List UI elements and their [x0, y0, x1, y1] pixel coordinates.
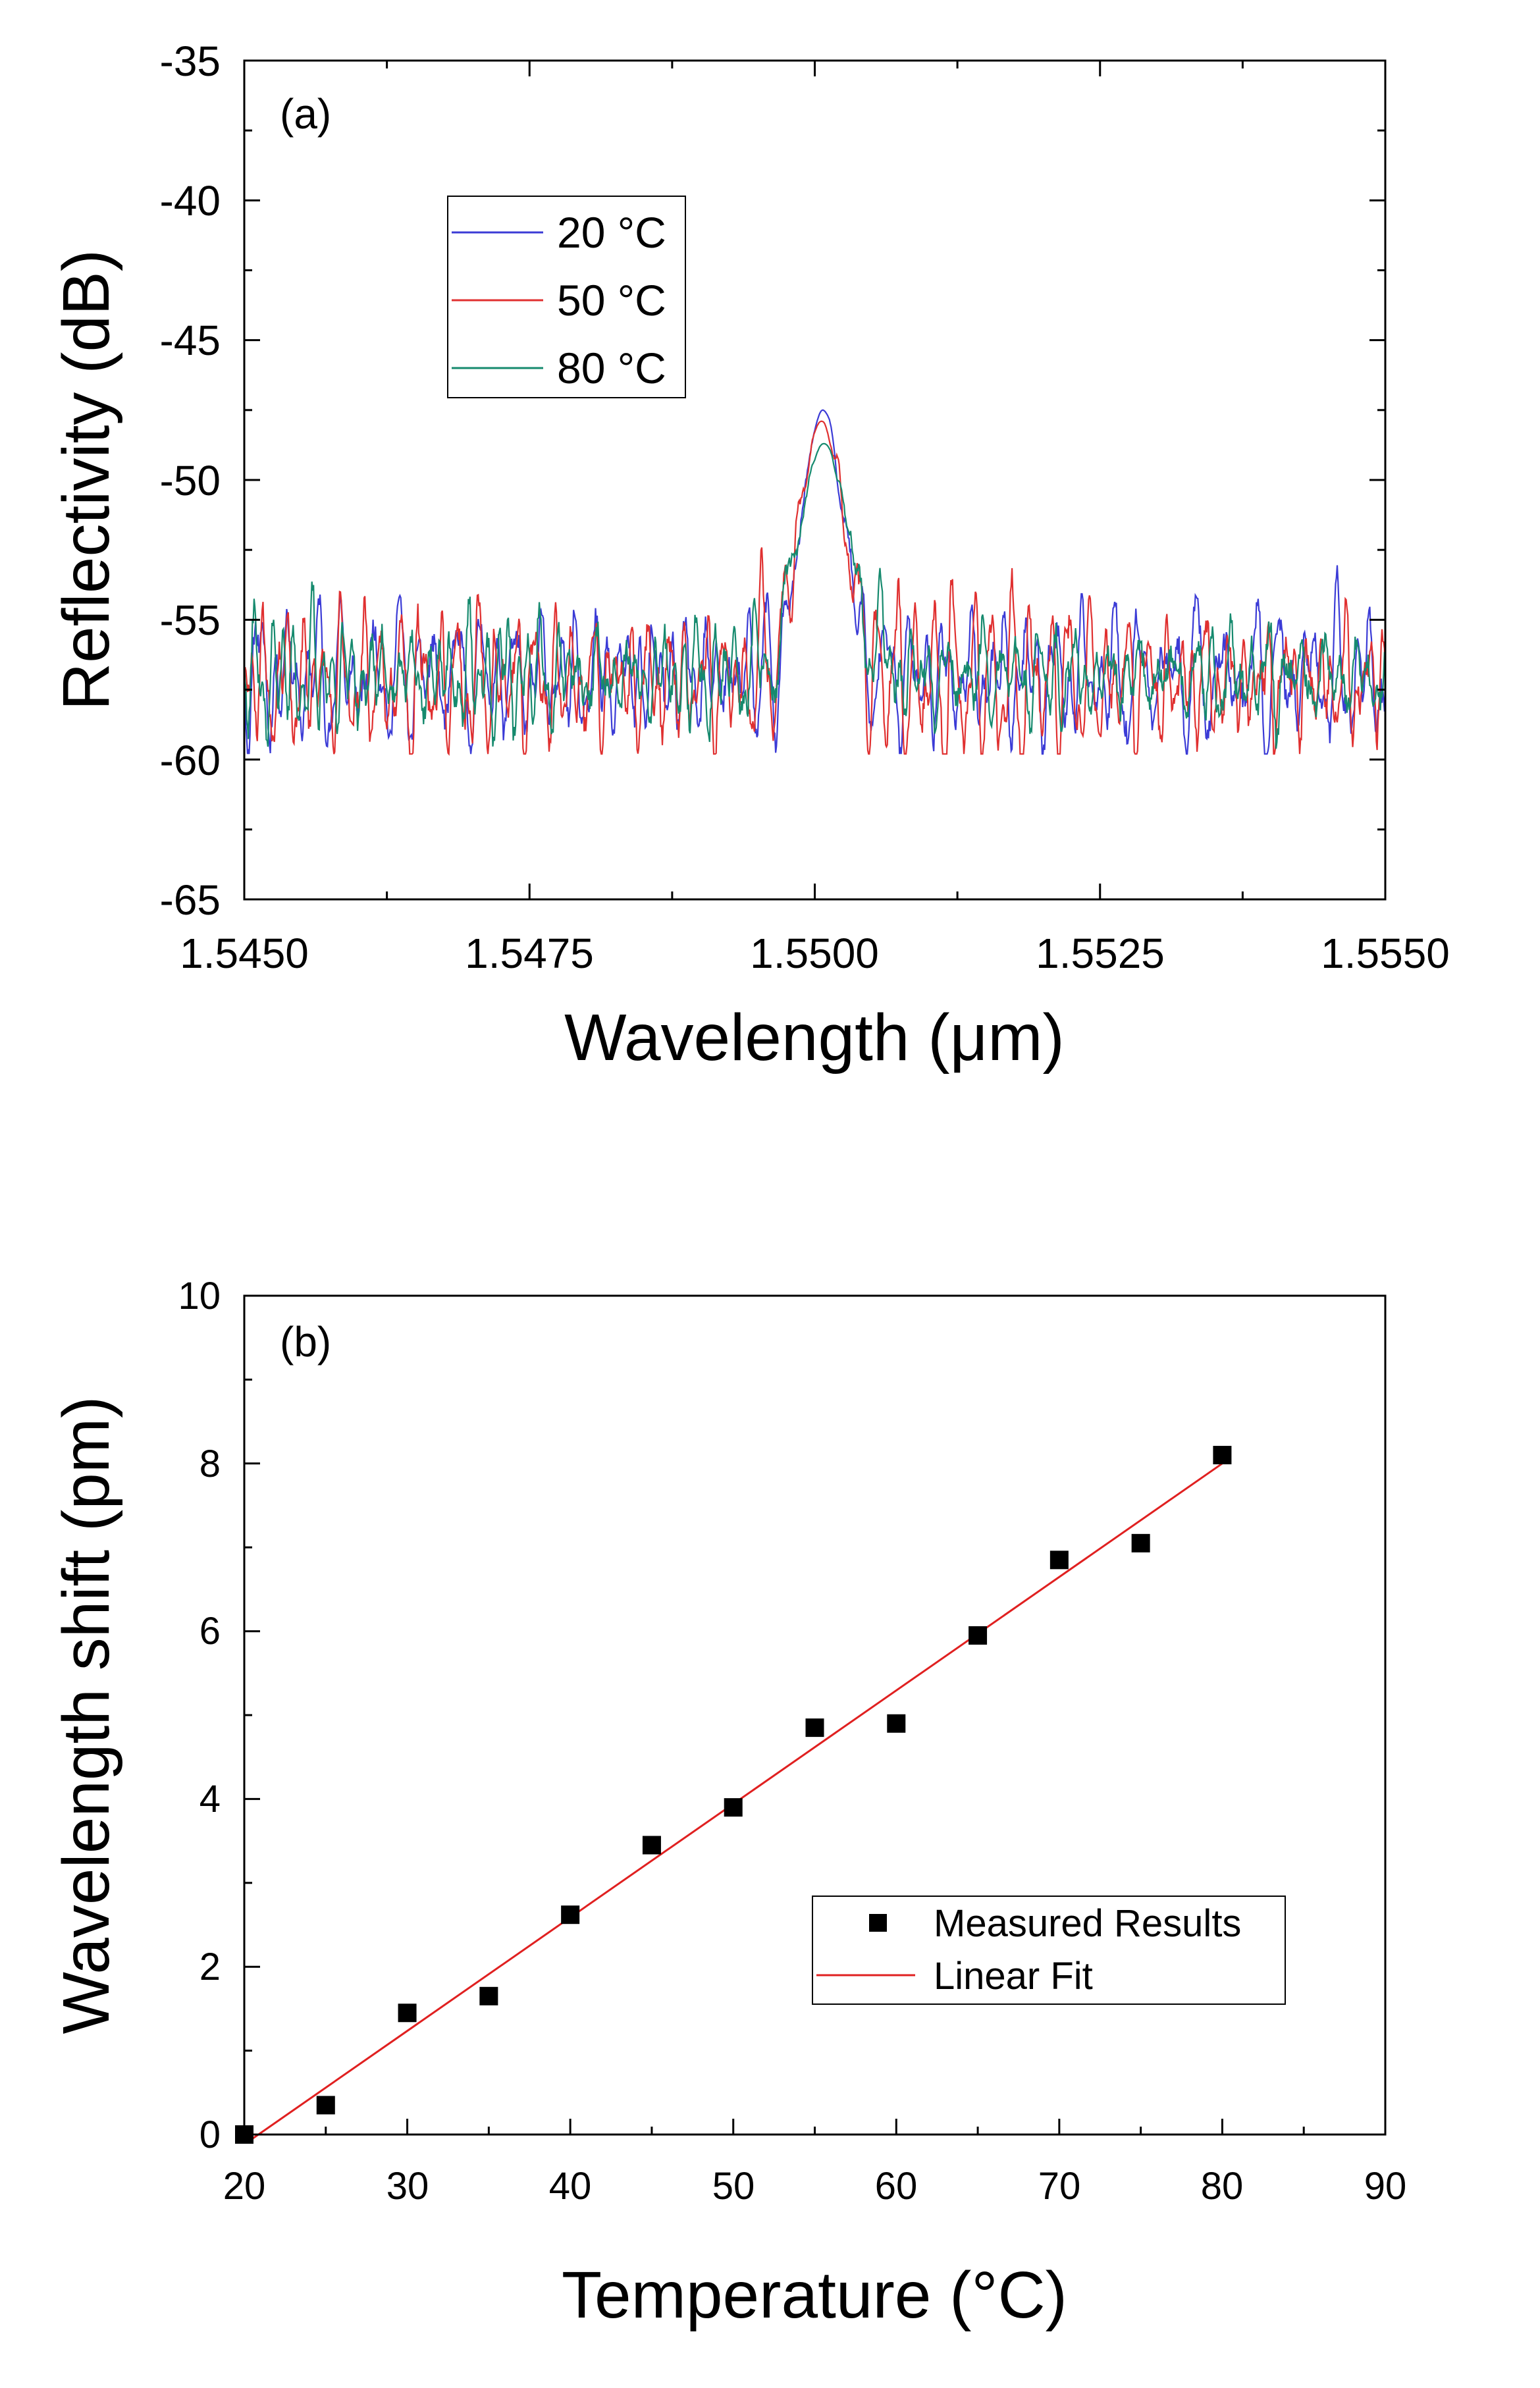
x-tick-label: 90 [1364, 2165, 1407, 2208]
y-tick-label: 0 [199, 2113, 221, 2156]
x-tick-label: 50 [712, 2165, 755, 2208]
x-tick-label: 1.5550 [1321, 930, 1450, 977]
y-tick-label: 4 [199, 1778, 221, 1820]
series-line-20c [243, 409, 1387, 755]
chart-b-y-tick-labels: 0 2 4 6 8 10 [178, 1275, 221, 2156]
y-axis-label-a: Reflectivity (dB) [49, 250, 123, 710]
data-point [1213, 1446, 1232, 1465]
legend-label-20c: 20 °C [557, 208, 666, 257]
chart-b: 0 2 4 6 8 10 20 30 40 50 60 70 80 90 (b)… [49, 1275, 1406, 2332]
x-tick-label: 20 [223, 2165, 266, 2208]
y-tick-label: -65 [160, 876, 221, 924]
panel-label-a: (a) [280, 90, 331, 138]
y-tick-label: -50 [160, 457, 221, 504]
legend-label-linear-fit: Linear Fit [934, 1955, 1093, 1998]
x-tick-label: 40 [549, 2165, 592, 2208]
chart-a-frame [243, 59, 1387, 901]
legend-marker-measured [869, 1914, 887, 1932]
x-tick-label: 30 [386, 2165, 429, 2208]
y-tick-label: -60 [160, 737, 221, 784]
data-point [316, 2096, 335, 2115]
y-tick-label: -55 [160, 597, 221, 644]
y-tick-label: -40 [160, 177, 221, 225]
x-axis-label-b: Temperature (°C) [562, 2258, 1067, 2332]
legend-label-80c: 80 °C [557, 344, 666, 392]
legend-b: Measured Results Linear Fit [812, 1896, 1286, 2005]
legend-b-box [812, 1896, 1286, 2005]
legend-a-box [447, 196, 686, 398]
x-tick-label: 1.5475 [465, 930, 594, 977]
chart-b-ticks [243, 1294, 1387, 2136]
data-point [479, 1986, 498, 2005]
x-tick-label: 70 [1038, 2165, 1081, 2208]
y-tick-label: 6 [199, 1610, 221, 1653]
chart-a-x-tick-labels: 1.5450 1.5475 1.5500 1.5525 1.5550 [180, 930, 1450, 977]
data-point [724, 1798, 743, 1817]
chart-a-y-tick-labels: -35 -40 -45 -50 -55 -60 -65 [160, 38, 221, 924]
x-tick-label: 80 [1201, 2165, 1244, 2208]
data-point [805, 1718, 824, 1738]
data-point [561, 1905, 580, 1924]
data-point [969, 1626, 988, 1645]
x-axis-label-a: Wavelength (μm) [564, 1001, 1065, 1075]
x-tick-label: 1.5450 [180, 930, 309, 977]
y-tick-label: -45 [160, 317, 221, 364]
y-tick-label: 8 [199, 1443, 221, 1485]
data-point [887, 1714, 906, 1733]
data-point [1049, 1551, 1069, 1570]
chart-a-ticks [243, 59, 1387, 901]
x-tick-label: 1.5500 [750, 930, 879, 977]
data-point [398, 2003, 417, 2023]
chart-b-x-tick-labels: 20 30 40 50 60 70 80 90 [223, 2165, 1407, 2208]
series-line-80c [243, 442, 1387, 749]
data-point [642, 1836, 661, 1855]
x-tick-label: 1.5525 [1036, 930, 1165, 977]
y-tick-label: -35 [160, 38, 221, 85]
x-tick-label: 60 [875, 2165, 918, 2208]
y-tick-label: 10 [178, 1275, 221, 1317]
series-line-50c [243, 420, 1387, 756]
spectrum-curves [243, 409, 1387, 756]
chart-a: -35 -40 -45 -50 -55 -60 -65 1.5450 1.547… [49, 38, 1450, 1075]
panel-label-b: (b) [280, 1318, 331, 1366]
y-axis-label-b: Wavelength shift (pm) [49, 1396, 123, 2034]
legend-a: 20 °C 50 °C 80 °C [447, 196, 686, 398]
legend-label-measured: Measured Results [934, 1902, 1241, 1945]
data-point [1131, 1533, 1150, 1552]
legend-label-50c: 50 °C [557, 276, 666, 325]
measured-points [235, 1446, 1232, 2144]
y-tick-label: 2 [199, 1946, 221, 1988]
